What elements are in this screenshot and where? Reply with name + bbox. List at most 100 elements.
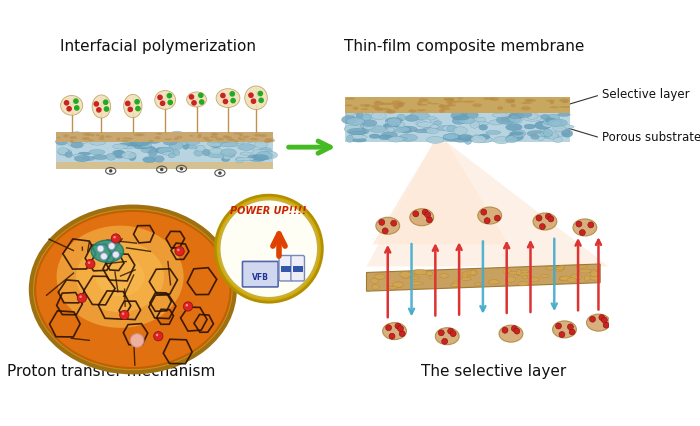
- Ellipse shape: [471, 135, 486, 143]
- Circle shape: [259, 98, 263, 102]
- Circle shape: [199, 100, 204, 104]
- Ellipse shape: [76, 138, 89, 143]
- Ellipse shape: [360, 122, 369, 128]
- Ellipse shape: [130, 141, 149, 146]
- Ellipse shape: [550, 120, 561, 126]
- Circle shape: [111, 234, 120, 243]
- Ellipse shape: [148, 140, 153, 142]
- Ellipse shape: [391, 137, 407, 141]
- Circle shape: [413, 211, 419, 217]
- Circle shape: [104, 107, 108, 111]
- Ellipse shape: [241, 136, 260, 142]
- Ellipse shape: [92, 136, 101, 141]
- Ellipse shape: [535, 133, 552, 136]
- Ellipse shape: [444, 98, 454, 101]
- Ellipse shape: [260, 147, 272, 154]
- Circle shape: [540, 224, 545, 230]
- Ellipse shape: [454, 127, 468, 135]
- Text: Thin-film composite membrane: Thin-film composite membrane: [344, 39, 584, 54]
- Circle shape: [422, 209, 428, 215]
- Ellipse shape: [458, 117, 475, 124]
- Ellipse shape: [220, 149, 237, 156]
- Ellipse shape: [488, 280, 500, 284]
- Circle shape: [168, 101, 172, 105]
- Ellipse shape: [423, 127, 437, 132]
- Circle shape: [109, 169, 113, 173]
- Circle shape: [389, 333, 395, 339]
- Ellipse shape: [417, 101, 422, 105]
- Ellipse shape: [174, 137, 178, 141]
- Ellipse shape: [429, 117, 438, 122]
- Text: Selective layer: Selective layer: [602, 89, 690, 101]
- Ellipse shape: [492, 113, 510, 118]
- Ellipse shape: [236, 157, 254, 161]
- Ellipse shape: [559, 99, 570, 102]
- Ellipse shape: [242, 135, 249, 138]
- Circle shape: [177, 249, 180, 251]
- Ellipse shape: [171, 131, 183, 137]
- Ellipse shape: [124, 95, 142, 118]
- Ellipse shape: [197, 135, 202, 138]
- Ellipse shape: [347, 128, 366, 135]
- Ellipse shape: [559, 277, 566, 280]
- Bar: [293, 266, 303, 273]
- FancyArrowPatch shape: [528, 242, 533, 312]
- Ellipse shape: [220, 142, 238, 147]
- Ellipse shape: [407, 115, 419, 121]
- Ellipse shape: [146, 139, 160, 144]
- Ellipse shape: [568, 278, 576, 282]
- Ellipse shape: [451, 112, 464, 119]
- Ellipse shape: [208, 141, 223, 147]
- Circle shape: [130, 334, 144, 347]
- Circle shape: [85, 259, 95, 269]
- Ellipse shape: [410, 112, 430, 120]
- Ellipse shape: [381, 103, 386, 105]
- Ellipse shape: [552, 321, 576, 338]
- Ellipse shape: [517, 272, 530, 276]
- Ellipse shape: [188, 145, 197, 149]
- Ellipse shape: [458, 135, 473, 141]
- Ellipse shape: [528, 277, 540, 282]
- Ellipse shape: [392, 282, 404, 288]
- Circle shape: [175, 247, 184, 256]
- Ellipse shape: [440, 273, 448, 278]
- Ellipse shape: [400, 271, 412, 277]
- Ellipse shape: [122, 138, 130, 139]
- Ellipse shape: [455, 101, 463, 103]
- Ellipse shape: [134, 133, 141, 136]
- Circle shape: [438, 330, 444, 336]
- Ellipse shape: [391, 101, 402, 104]
- Ellipse shape: [148, 150, 157, 157]
- Ellipse shape: [531, 134, 539, 139]
- Ellipse shape: [470, 121, 480, 128]
- Ellipse shape: [405, 115, 419, 121]
- Ellipse shape: [145, 146, 155, 153]
- Ellipse shape: [89, 150, 105, 155]
- Ellipse shape: [550, 101, 554, 104]
- Polygon shape: [367, 142, 609, 267]
- Circle shape: [220, 199, 318, 298]
- Polygon shape: [367, 264, 600, 291]
- Ellipse shape: [58, 149, 71, 155]
- Ellipse shape: [524, 99, 532, 102]
- Ellipse shape: [69, 136, 77, 139]
- Circle shape: [136, 106, 140, 111]
- Ellipse shape: [535, 121, 551, 130]
- Ellipse shape: [527, 130, 546, 137]
- Ellipse shape: [439, 109, 444, 113]
- Ellipse shape: [209, 140, 227, 144]
- Ellipse shape: [237, 133, 256, 142]
- Ellipse shape: [371, 105, 379, 109]
- Ellipse shape: [63, 134, 69, 138]
- Ellipse shape: [510, 132, 524, 135]
- Ellipse shape: [123, 146, 134, 149]
- Ellipse shape: [345, 104, 353, 106]
- Ellipse shape: [462, 272, 470, 277]
- Ellipse shape: [169, 142, 183, 150]
- Ellipse shape: [155, 136, 161, 139]
- Circle shape: [588, 222, 594, 228]
- Ellipse shape: [509, 112, 524, 117]
- Text: The selective layer: The selective layer: [421, 364, 566, 379]
- Ellipse shape: [398, 134, 417, 141]
- Ellipse shape: [223, 155, 230, 160]
